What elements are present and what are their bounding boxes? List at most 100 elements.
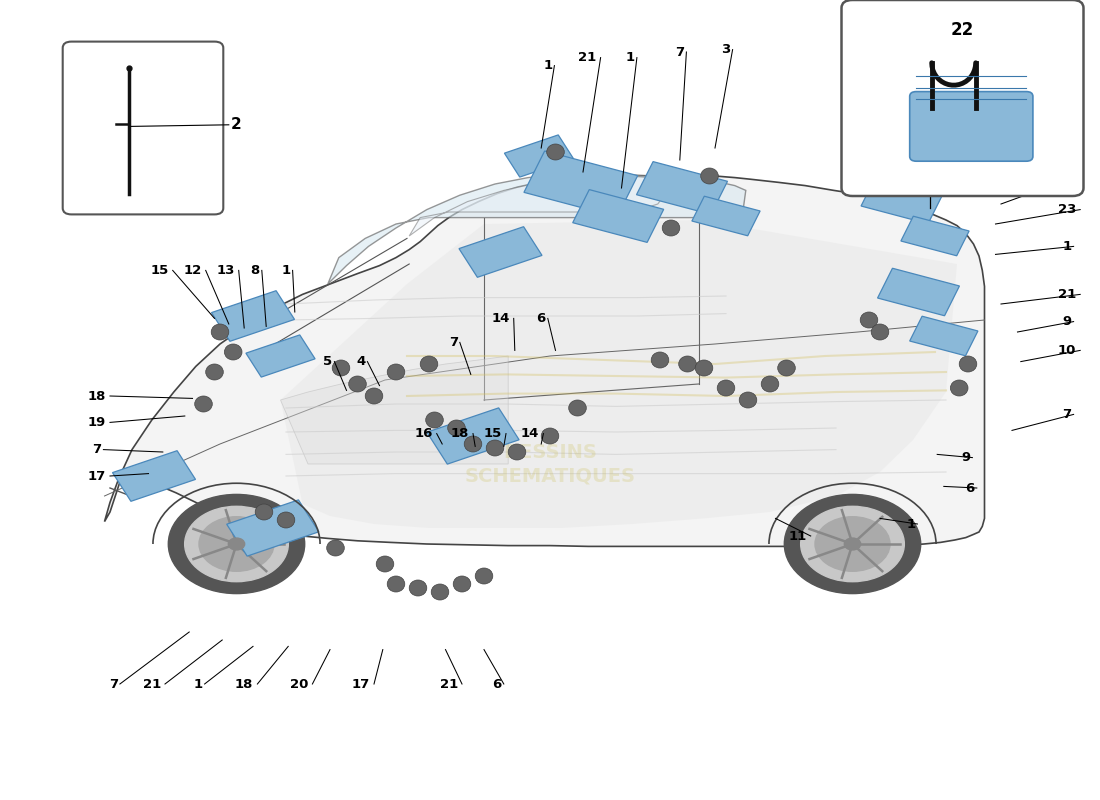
Polygon shape [104, 176, 984, 546]
Ellipse shape [860, 312, 878, 328]
Text: 9: 9 [961, 451, 970, 464]
Ellipse shape [327, 540, 344, 556]
Text: 10: 10 [1058, 344, 1076, 357]
Polygon shape [427, 408, 519, 464]
Text: 2: 2 [231, 118, 242, 132]
Text: 1: 1 [194, 678, 202, 690]
Ellipse shape [761, 376, 779, 392]
Polygon shape [637, 162, 727, 214]
Text: 15: 15 [484, 427, 502, 440]
Text: 7: 7 [109, 678, 118, 690]
Text: 1: 1 [282, 264, 290, 277]
Text: 6: 6 [537, 312, 546, 325]
Polygon shape [878, 268, 959, 316]
Circle shape [801, 506, 904, 582]
Text: 21: 21 [440, 678, 458, 690]
Text: 17: 17 [352, 678, 370, 690]
Ellipse shape [426, 412, 443, 428]
Ellipse shape [387, 364, 405, 380]
Polygon shape [505, 135, 573, 177]
FancyBboxPatch shape [63, 42, 223, 214]
Ellipse shape [365, 388, 383, 404]
Polygon shape [573, 190, 663, 242]
Ellipse shape [195, 396, 212, 412]
Polygon shape [692, 196, 760, 236]
Circle shape [815, 517, 890, 571]
Text: 4: 4 [356, 355, 365, 368]
Ellipse shape [717, 380, 735, 396]
Ellipse shape [387, 576, 405, 592]
Text: 21: 21 [579, 51, 596, 64]
Ellipse shape [224, 344, 242, 360]
Ellipse shape [701, 168, 718, 184]
Ellipse shape [211, 324, 229, 340]
Circle shape [784, 494, 921, 594]
Text: 3: 3 [722, 43, 730, 56]
Ellipse shape [409, 580, 427, 596]
Polygon shape [280, 220, 957, 528]
Ellipse shape [332, 360, 350, 376]
Ellipse shape [547, 144, 564, 160]
Polygon shape [246, 335, 315, 377]
Polygon shape [910, 316, 978, 356]
Text: 6: 6 [493, 678, 502, 690]
Ellipse shape [448, 420, 465, 436]
Ellipse shape [739, 392, 757, 408]
Text: 1: 1 [543, 59, 552, 72]
Text: 7: 7 [675, 46, 684, 58]
Text: 18: 18 [451, 427, 469, 440]
Polygon shape [901, 216, 969, 256]
Ellipse shape [349, 376, 366, 392]
Ellipse shape [475, 568, 493, 584]
Text: 1: 1 [1063, 171, 1071, 184]
Ellipse shape [255, 504, 273, 520]
Polygon shape [861, 176, 943, 224]
Ellipse shape [651, 352, 669, 368]
Ellipse shape [871, 324, 889, 340]
Ellipse shape [695, 360, 713, 376]
Ellipse shape [464, 436, 482, 452]
Ellipse shape [662, 220, 680, 236]
Circle shape [199, 517, 274, 571]
Polygon shape [211, 290, 295, 342]
Text: 8: 8 [251, 264, 260, 277]
Text: 18: 18 [88, 390, 106, 402]
Polygon shape [459, 226, 542, 278]
Text: 7: 7 [449, 336, 458, 349]
Polygon shape [409, 176, 666, 236]
Ellipse shape [569, 400, 586, 416]
Ellipse shape [486, 440, 504, 456]
Text: 18: 18 [235, 678, 253, 690]
Ellipse shape [679, 356, 696, 372]
Text: 14: 14 [492, 312, 509, 325]
Text: DESSINS
SCHEMATIQUES: DESSINS SCHEMATIQUES [464, 442, 636, 486]
Text: 22: 22 [950, 21, 975, 38]
Text: 23: 23 [1058, 203, 1076, 216]
FancyBboxPatch shape [910, 92, 1033, 162]
Ellipse shape [376, 556, 394, 572]
Text: 17: 17 [88, 470, 106, 482]
Ellipse shape [206, 364, 223, 380]
Text: 13: 13 [217, 264, 234, 277]
Text: 1: 1 [1063, 240, 1071, 253]
Ellipse shape [277, 512, 295, 528]
Text: 1: 1 [626, 51, 635, 64]
Polygon shape [328, 174, 746, 284]
Polygon shape [524, 151, 638, 217]
Ellipse shape [431, 584, 449, 600]
Text: 20: 20 [290, 678, 308, 690]
Circle shape [168, 494, 305, 594]
Polygon shape [280, 356, 508, 464]
Text: 15: 15 [151, 264, 168, 277]
Polygon shape [227, 500, 319, 556]
Polygon shape [112, 450, 196, 502]
Text: 21: 21 [1058, 288, 1076, 301]
Text: 9: 9 [1063, 315, 1071, 328]
Ellipse shape [541, 428, 559, 444]
Text: 12: 12 [184, 264, 201, 277]
Text: 21: 21 [143, 678, 161, 690]
Ellipse shape [453, 576, 471, 592]
Text: 6: 6 [966, 482, 975, 494]
Text: 7: 7 [1063, 408, 1071, 421]
Text: 7: 7 [92, 443, 101, 456]
